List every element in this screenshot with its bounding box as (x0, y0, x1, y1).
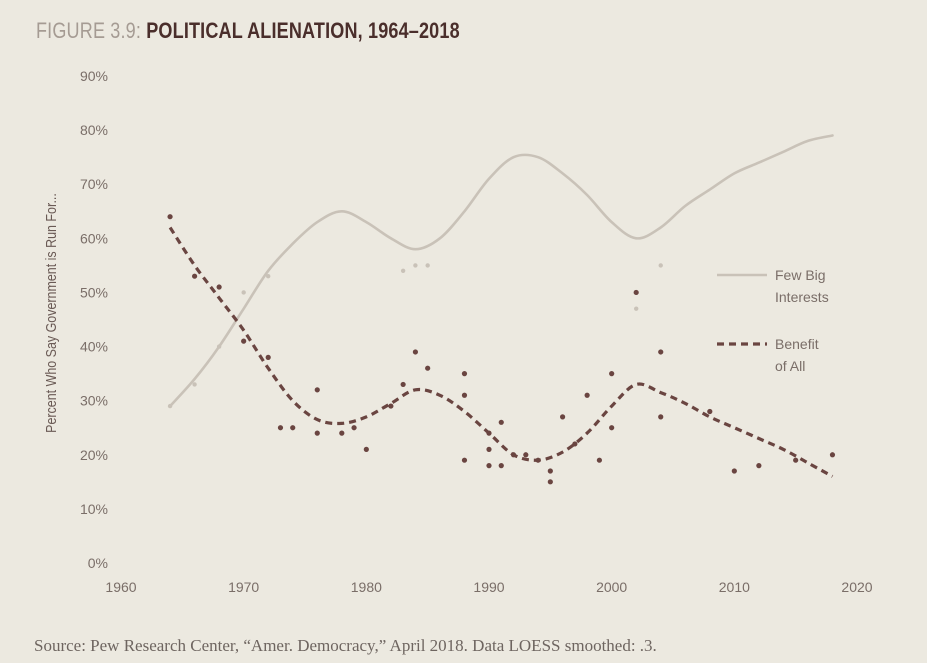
benefit-of-all-point (216, 284, 222, 290)
benefit-of-all-point (486, 430, 492, 436)
benefit-of-all-point (351, 425, 357, 431)
few-big-interests-point (658, 263, 663, 268)
benefit-of-all-point (461, 371, 468, 377)
benefit-of-all-point (400, 381, 406, 388)
x-tick-label: 2010 (719, 579, 750, 595)
benefit-of-all-point (167, 214, 173, 220)
benefit-of-all-point (498, 463, 504, 469)
benefit-of-all-point (290, 425, 296, 431)
benefit-of-all-point (829, 452, 836, 458)
benefit-of-all-point (461, 457, 468, 463)
y-axis-label-group: Percent Who Say Government is Run For... (43, 193, 59, 433)
benefit-of-all-point (277, 425, 284, 431)
benefit-of-all-point (756, 463, 762, 469)
benefit-of-all-point (339, 430, 345, 436)
y-tick-label: 20% (80, 447, 108, 463)
benefit-of-all-line (168, 226, 834, 478)
few-big-interests-point (241, 290, 246, 295)
figure-title-text: POLITICAL ALIENATION, 1964–2018 (146, 18, 460, 43)
benefit-of-all-point (572, 441, 578, 447)
few-big-interests-point (413, 263, 418, 268)
y-tick-label: 30% (80, 393, 108, 409)
few-big-interests-point (425, 263, 430, 268)
few-big-interests-point (192, 382, 197, 387)
y-tick-label: 40% (80, 339, 108, 355)
y-tick-label: 50% (80, 284, 108, 300)
y-axis-label: Percent Who Say Government is Run For... (43, 193, 59, 433)
series-layer (168, 134, 834, 478)
data-points (167, 214, 836, 485)
benefit-of-all-point (707, 408, 713, 415)
y-tick-label: 10% (80, 501, 108, 517)
benefit-of-all-point (658, 414, 664, 420)
benefit-of-all-point (609, 425, 615, 431)
x-tick-label: 1980 (351, 579, 382, 595)
benefit-of-all-point (731, 468, 737, 474)
x-tick-label: 1990 (473, 579, 504, 595)
y-tick-labels: 0% 10% 20% 30% 40% 50% 60% 70% 80% 90% (80, 68, 108, 571)
x-tick-label: 1970 (228, 579, 259, 595)
benefit-of-all-point (560, 414, 566, 420)
source-caption: Source: Pew Research Center, “Amer. Demo… (34, 636, 657, 655)
benefit-of-all-point (510, 452, 517, 458)
benefit-of-all-point (584, 392, 590, 398)
benefit-of-all-point (633, 289, 639, 296)
x-tick-labels: 1960 1970 1980 1990 2000 2010 2020 (105, 579, 872, 595)
line-chart: Percent Who Say Government is Run For...… (43, 68, 873, 595)
benefit-of-all-point (192, 273, 198, 279)
legend-label: of All (775, 358, 805, 374)
few-big-interests-line (168, 134, 834, 408)
legend-label: Few Big (775, 267, 826, 283)
benefit-of-all-point (486, 446, 492, 452)
benefit-of-all-point (547, 468, 553, 474)
benefit-of-all-point (461, 392, 468, 398)
figure-label: FIGURE 3.9: (36, 18, 142, 43)
benefit-of-all-point (314, 430, 320, 436)
benefit-of-all-point (314, 387, 320, 393)
benefit-of-all-point (241, 338, 247, 344)
few-big-interests-point (634, 306, 639, 311)
benefit-of-all-point (265, 354, 271, 360)
y-tick-label: 80% (80, 122, 108, 138)
legend: Few Big Interests Benefit of All (717, 267, 829, 374)
x-tick-label: 2020 (841, 579, 872, 595)
y-tick-label: 90% (80, 68, 108, 84)
benefit-of-all-point (658, 349, 664, 355)
benefit-of-all-point (412, 349, 418, 355)
benefit-of-all-point (425, 365, 431, 371)
benefit-of-all-point (523, 452, 529, 458)
benefit-of-all-point (547, 479, 553, 485)
x-tick-label: 2000 (596, 579, 627, 595)
few-big-interests-point (216, 344, 222, 349)
benefit-of-all-point (388, 403, 394, 409)
x-tick-label: 1960 (105, 579, 136, 595)
y-tick-label: 60% (80, 230, 108, 246)
benefit-of-all-point (486, 463, 492, 469)
benefit-of-all-point (609, 371, 615, 377)
few-big-interests-point (400, 268, 406, 273)
few-big-interests-point (167, 403, 173, 409)
benefit-of-all-point (498, 419, 504, 425)
benefit-of-all-point (535, 457, 541, 463)
legend-label: Benefit (775, 336, 819, 352)
legend-label: Interests (775, 289, 829, 305)
benefit-of-all-point (596, 457, 603, 463)
few-big-interests-point (266, 274, 271, 279)
figure-title: FIGURE 3.9: POLITICAL ALIENATION, 1964–2… (36, 18, 460, 44)
y-tick-label: 70% (80, 176, 108, 192)
benefit-of-all-point (793, 457, 799, 463)
y-tick-label: 0% (88, 555, 108, 571)
benefit-of-all-point (363, 446, 369, 452)
